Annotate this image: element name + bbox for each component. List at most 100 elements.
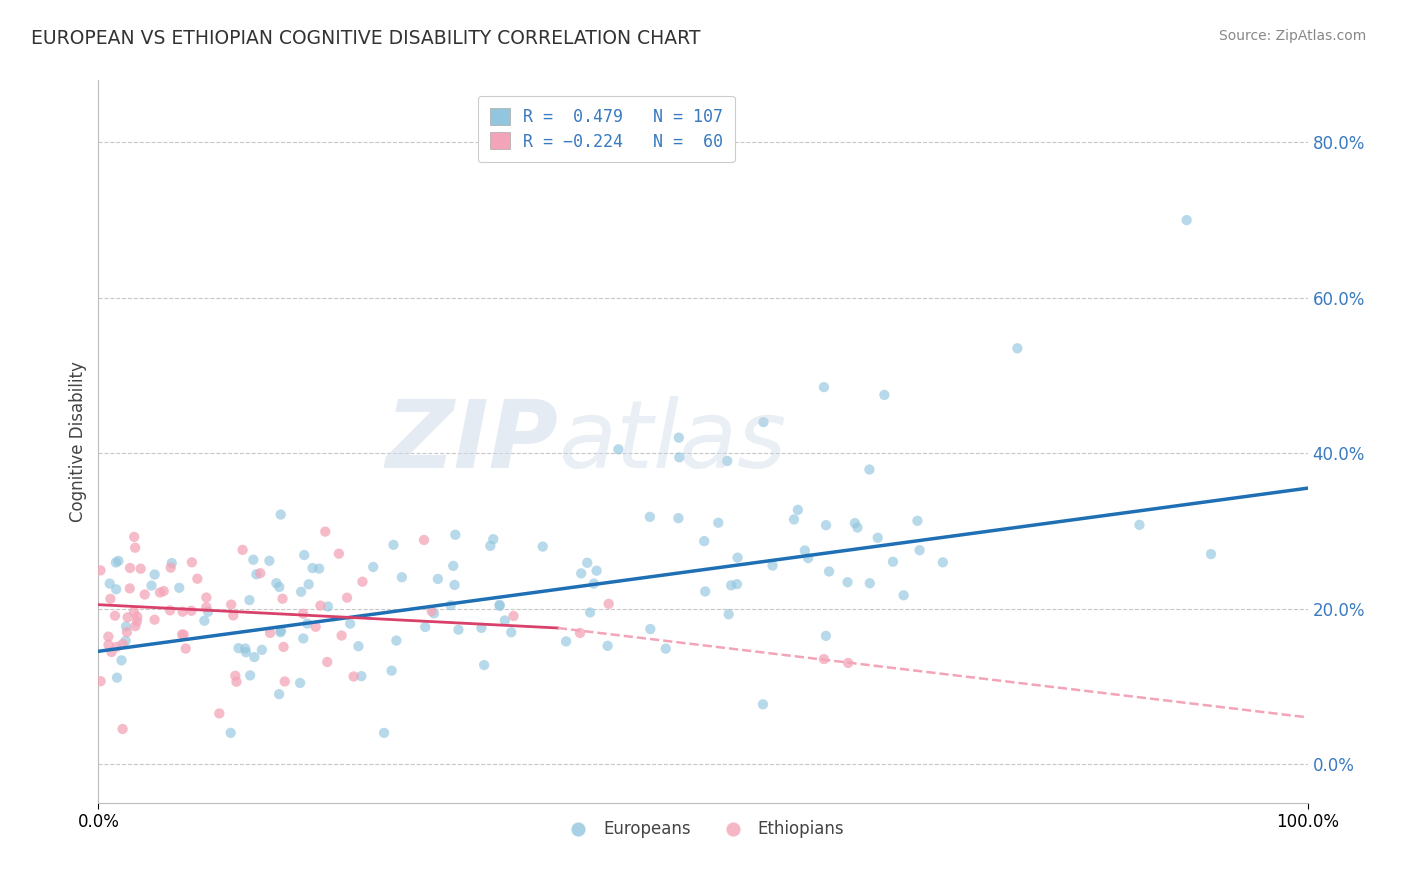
Point bbox=[582, 576, 605, 591]
Point bbox=[668, 511, 690, 525]
Point bbox=[114, 633, 136, 648]
Point bbox=[245, 567, 267, 582]
Point bbox=[309, 599, 332, 613]
Point bbox=[797, 551, 820, 566]
Point bbox=[110, 653, 132, 667]
Point bbox=[1199, 547, 1222, 561]
Point bbox=[501, 625, 523, 640]
Point bbox=[269, 687, 291, 701]
Point bbox=[488, 598, 510, 612]
Point bbox=[104, 608, 127, 623]
Point bbox=[149, 585, 172, 599]
Point bbox=[270, 624, 292, 638]
Point bbox=[638, 509, 661, 524]
Point bbox=[167, 581, 190, 595]
Point bbox=[172, 605, 194, 619]
Point bbox=[908, 543, 931, 558]
Point bbox=[391, 570, 413, 584]
Point bbox=[105, 671, 128, 685]
Point bbox=[423, 607, 446, 621]
Point bbox=[180, 604, 202, 618]
Point bbox=[152, 584, 174, 599]
Point bbox=[305, 620, 328, 634]
Point bbox=[193, 614, 215, 628]
Point bbox=[298, 577, 321, 591]
Point bbox=[159, 560, 181, 574]
Point bbox=[502, 609, 524, 624]
Point bbox=[100, 645, 122, 659]
Point bbox=[314, 524, 336, 539]
Point bbox=[100, 591, 122, 606]
Point bbox=[844, 516, 866, 530]
Point bbox=[111, 722, 134, 736]
Point bbox=[1128, 517, 1150, 532]
Point bbox=[186, 572, 208, 586]
Point bbox=[815, 518, 838, 533]
Point bbox=[105, 582, 128, 597]
Point bbox=[222, 608, 245, 623]
Point bbox=[141, 579, 163, 593]
Point bbox=[441, 558, 464, 573]
Point bbox=[195, 591, 218, 605]
Point bbox=[598, 597, 620, 611]
Point bbox=[143, 613, 166, 627]
Point bbox=[122, 605, 145, 619]
Point bbox=[173, 628, 195, 642]
Point bbox=[470, 621, 492, 635]
Point bbox=[716, 454, 738, 468]
Point bbox=[104, 556, 127, 570]
Point bbox=[1175, 213, 1198, 227]
Point bbox=[328, 547, 350, 561]
Point bbox=[907, 514, 929, 528]
Text: ZIP: ZIP bbox=[385, 395, 558, 488]
Point bbox=[239, 668, 262, 682]
Point bbox=[488, 599, 510, 613]
Point bbox=[447, 623, 470, 637]
Point bbox=[668, 431, 690, 445]
Point bbox=[352, 574, 374, 589]
Point bbox=[381, 664, 404, 678]
Point bbox=[640, 622, 662, 636]
Point bbox=[127, 609, 149, 624]
Point bbox=[143, 567, 166, 582]
Text: Source: ZipAtlas.com: Source: ZipAtlas.com bbox=[1219, 29, 1367, 43]
Point bbox=[219, 726, 242, 740]
Point bbox=[232, 542, 254, 557]
Point bbox=[301, 561, 323, 575]
Point bbox=[1007, 341, 1029, 355]
Point bbox=[693, 534, 716, 549]
Y-axis label: Cognitive Disability: Cognitive Disability bbox=[69, 361, 87, 522]
Point bbox=[579, 606, 602, 620]
Point bbox=[654, 641, 676, 656]
Point bbox=[316, 655, 339, 669]
Point bbox=[134, 587, 156, 601]
Point bbox=[330, 628, 353, 642]
Point bbox=[846, 520, 869, 534]
Point bbox=[124, 541, 146, 555]
Point bbox=[269, 580, 291, 594]
Point bbox=[297, 616, 319, 631]
Point bbox=[266, 576, 288, 591]
Point bbox=[243, 650, 266, 665]
Point bbox=[228, 641, 250, 656]
Point bbox=[180, 555, 202, 569]
Point bbox=[343, 669, 366, 683]
Point bbox=[233, 641, 256, 656]
Point bbox=[873, 388, 896, 402]
Point bbox=[813, 380, 835, 394]
Point bbox=[270, 508, 292, 522]
Point bbox=[197, 605, 219, 619]
Point bbox=[720, 578, 742, 592]
Point bbox=[440, 599, 463, 613]
Point bbox=[107, 554, 129, 568]
Point bbox=[783, 512, 806, 526]
Point bbox=[235, 645, 257, 659]
Point bbox=[124, 619, 146, 633]
Point bbox=[97, 630, 120, 644]
Text: atlas: atlas bbox=[558, 396, 786, 487]
Point bbox=[717, 607, 740, 622]
Point bbox=[482, 532, 505, 546]
Point bbox=[122, 530, 145, 544]
Point bbox=[385, 633, 408, 648]
Point bbox=[238, 593, 260, 607]
